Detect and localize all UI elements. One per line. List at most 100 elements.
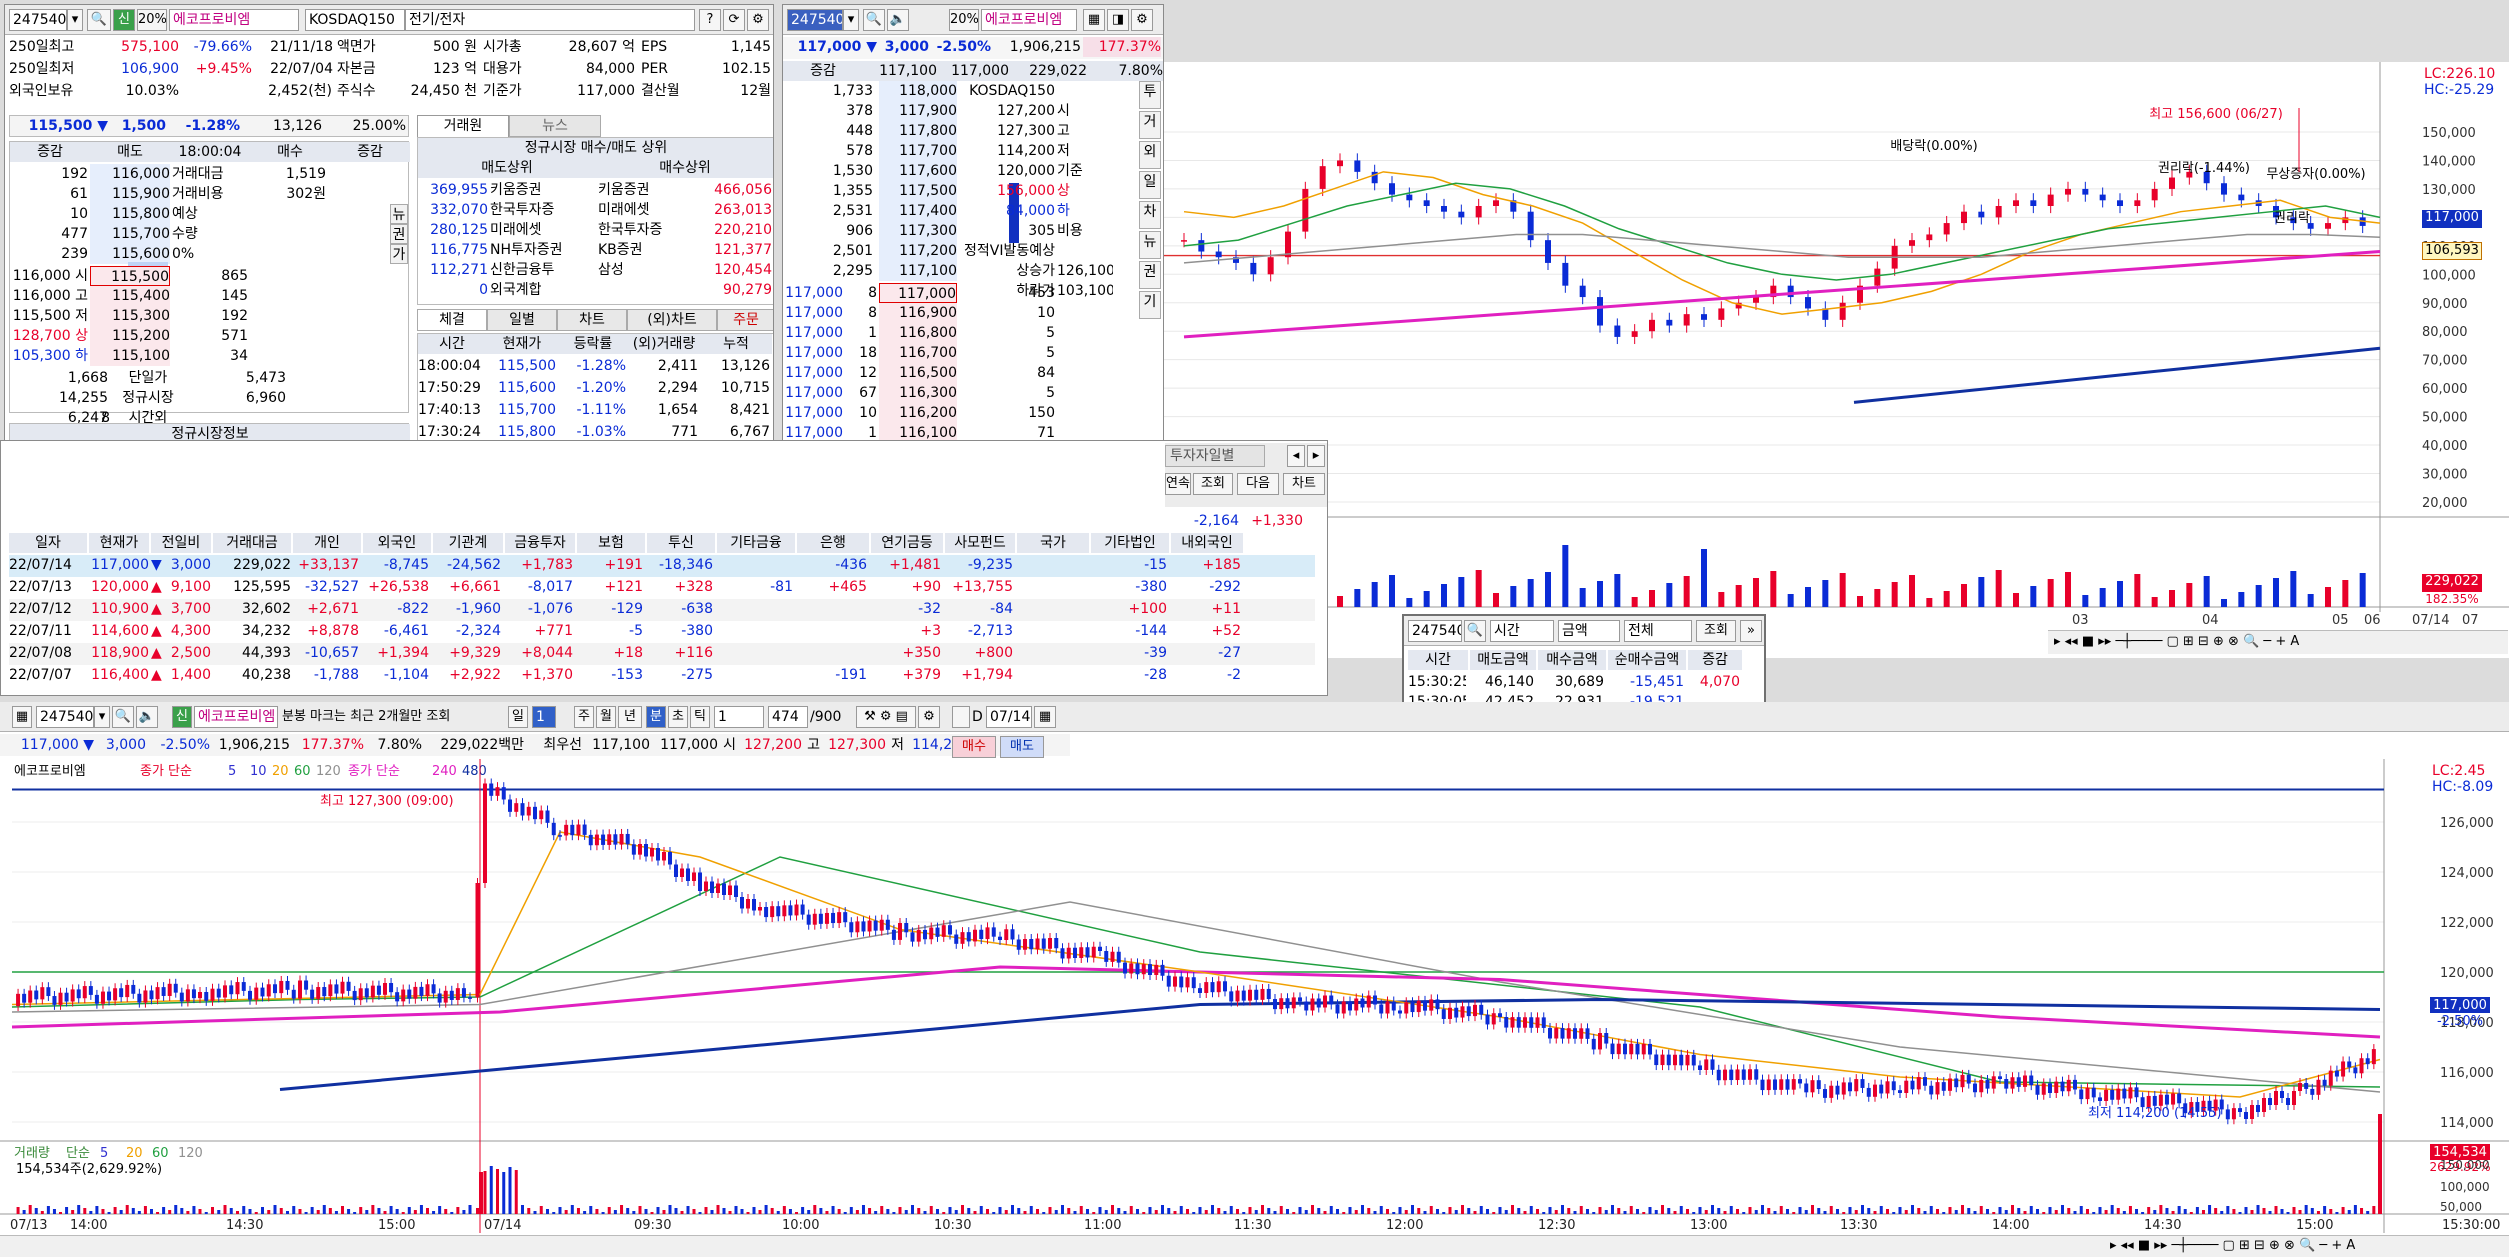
calendar-icon[interactable]: ▦ bbox=[1034, 706, 1056, 728]
book-ask-price[interactable]: 118,000 bbox=[879, 81, 957, 101]
window-tile-icon[interactable]: ▦ bbox=[1083, 9, 1105, 31]
interval-select[interactable]: 1 bbox=[714, 706, 764, 728]
book-bid-price[interactable]: 116,100 bbox=[879, 423, 957, 443]
investor-row[interactable] bbox=[9, 577, 1315, 599]
chart-tools-icon[interactable]: ⚒ ⚙ ▤ bbox=[856, 706, 916, 728]
ask-price[interactable]: 115,800 bbox=[90, 204, 170, 224]
unit-select[interactable]: 금액 bbox=[1558, 620, 1620, 642]
sub-tab[interactable]: 차트 bbox=[557, 309, 627, 331]
book-side-tab[interactable]: 차 bbox=[1139, 201, 1161, 229]
book-ask-price[interactable]: 117,500 bbox=[879, 181, 957, 201]
investor-row[interactable] bbox=[9, 599, 1315, 621]
side-tab[interactable]: 권 bbox=[390, 224, 408, 244]
book-side-tab[interactable]: 뉴 bbox=[1139, 231, 1161, 259]
settings-gear-icon[interactable]: ⚙ bbox=[918, 706, 940, 728]
date-checkbox[interactable] bbox=[952, 706, 970, 728]
mode-select[interactable]: 시간 bbox=[1490, 620, 1554, 642]
book-ask-price[interactable]: 117,800 bbox=[879, 121, 957, 141]
book-ask-price[interactable]: 117,900 bbox=[879, 101, 957, 121]
code-dropdown-button[interactable]: ▾ bbox=[94, 706, 110, 728]
sub-tab[interactable]: (외)차트 bbox=[627, 309, 717, 331]
grid-toggle-icon[interactable]: ▦ bbox=[12, 706, 32, 728]
book-bid-price[interactable]: 116,500 bbox=[879, 363, 957, 383]
code-dropdown-button[interactable]: ▾ bbox=[67, 9, 83, 31]
period-second[interactable]: 초 bbox=[668, 706, 688, 728]
daily-candlestick-chart[interactable]: 150,000140,000130,000120,000110,000100,0… bbox=[1164, 62, 2509, 658]
stock-code-input[interactable]: 247540 bbox=[787, 9, 843, 31]
count-input[interactable]: 474 bbox=[768, 706, 808, 728]
book-side-tab[interactable]: 외 bbox=[1139, 141, 1161, 169]
sell-button[interactable]: 매도 bbox=[1000, 736, 1044, 758]
book-bid-price[interactable]: 116,700 bbox=[879, 343, 957, 363]
stock-name-field[interactable]: 에코프로비엠 bbox=[194, 706, 278, 728]
date-input[interactable]: 07/14 bbox=[986, 706, 1032, 728]
buy-button[interactable]: 매수 bbox=[952, 736, 996, 758]
sub-tab[interactable]: 체결 bbox=[417, 309, 487, 331]
investor-title-tab[interactable]: 투자자일별 bbox=[1165, 445, 1265, 467]
settings-gear-icon[interactable]: ⚙ bbox=[1131, 9, 1153, 31]
query-button[interactable]: 조회 bbox=[1696, 620, 1736, 642]
refresh-icon[interactable]: ⟳ bbox=[723, 9, 745, 31]
period-month[interactable]: 월 bbox=[596, 706, 616, 728]
sub-tab[interactable]: 주문 bbox=[717, 309, 773, 331]
book-bid-price[interactable]: 116,800 bbox=[879, 323, 957, 343]
investor-row[interactable] bbox=[9, 555, 1315, 577]
speaker-icon[interactable]: 🔈 bbox=[136, 706, 158, 728]
code-dropdown-button[interactable]: ▾ bbox=[843, 9, 859, 31]
bid-price[interactable]: 115,300 bbox=[90, 306, 170, 326]
book-side-tab[interactable]: 일 bbox=[1139, 171, 1161, 199]
investor-row[interactable] bbox=[9, 621, 1315, 643]
period-day[interactable]: 일 bbox=[508, 706, 528, 728]
intraday-scrollbar[interactable]: ▸ ◂◂ ■ ▸▸ ─┼──── ▢ ⊞ ⊟ ⊕ ⊗ 🔍 ─ + A bbox=[0, 1235, 2509, 1257]
sub-tab[interactable]: 일별 bbox=[487, 309, 557, 331]
bid-price[interactable]: 115,200 bbox=[90, 326, 170, 346]
prev-nav-button[interactable]: ◂ bbox=[1287, 445, 1305, 467]
period-week[interactable]: 주 bbox=[574, 706, 594, 728]
stock-name-field[interactable]: 에코프로비엠 bbox=[981, 9, 1077, 31]
expand-button[interactable]: » bbox=[1740, 620, 1762, 642]
continuous-button[interactable]: 연속 bbox=[1165, 473, 1191, 495]
ask-price[interactable]: 115,600 bbox=[90, 244, 170, 264]
book-ask-price[interactable]: 117,200 bbox=[879, 241, 957, 261]
book-side-tab[interactable]: 거 bbox=[1139, 111, 1161, 139]
help-button[interactable]: ? bbox=[699, 9, 721, 31]
stock-code-input[interactable]: 247540 bbox=[9, 9, 67, 31]
book-bid-price[interactable]: 117,000 bbox=[879, 283, 957, 303]
period-year[interactable]: 년 bbox=[618, 706, 642, 728]
book-ask-price[interactable]: 117,400 bbox=[879, 201, 957, 221]
tab-news[interactable]: 뉴스 bbox=[509, 115, 601, 137]
book-bid-price[interactable]: 116,900 bbox=[879, 303, 957, 323]
book-side-tab[interactable]: 투 bbox=[1139, 81, 1161, 109]
ask-price[interactable]: 116,000 bbox=[90, 164, 170, 184]
investor-row[interactable] bbox=[9, 665, 1315, 687]
book-side-tab[interactable]: 기 bbox=[1139, 291, 1161, 319]
book-bid-price[interactable]: 116,200 bbox=[879, 403, 957, 423]
bid-price[interactable]: 115,100 bbox=[90, 346, 170, 366]
tab-broker[interactable]: 거래원 bbox=[417, 115, 509, 137]
book-ask-price[interactable]: 117,700 bbox=[879, 141, 957, 161]
period-num[interactable]: 1 bbox=[532, 706, 556, 728]
next-nav-button[interactable]: ▸ bbox=[1307, 445, 1325, 467]
stock-code-input[interactable]: 247540 bbox=[1408, 620, 1462, 642]
side-tab[interactable]: 뉴 bbox=[390, 204, 408, 224]
intraday-candlestick-chart[interactable]: 에코프로비엠 종가 단순 5 10 20 60 120 종가 단순 240 480 LC:2.45H… bbox=[0, 759, 2509, 1257]
bid-price[interactable]: 115,400 bbox=[90, 286, 170, 306]
search-icon[interactable]: 🔍 bbox=[863, 9, 885, 31]
side-tab[interactable]: 가 bbox=[390, 244, 408, 264]
investor-row[interactable] bbox=[9, 643, 1315, 665]
period-tick[interactable]: 틱 bbox=[690, 706, 710, 728]
search-icon[interactable]: 🔍 bbox=[112, 706, 134, 728]
speaker-icon[interactable]: 🔈 bbox=[887, 9, 909, 31]
settings-gear-icon[interactable]: ⚙ bbox=[747, 9, 769, 31]
stock-name-field[interactable]: 에코프로비엠 bbox=[169, 9, 299, 31]
ask-price[interactable]: 115,900 bbox=[90, 184, 170, 204]
stock-code-input[interactable]: 247540 bbox=[36, 706, 94, 728]
filter-select[interactable]: 전체 bbox=[1624, 620, 1692, 642]
query-button[interactable]: 조회 bbox=[1193, 473, 1233, 495]
book-ask-price[interactable]: 117,600 bbox=[879, 161, 957, 181]
book-bid-price[interactable]: 116,300 bbox=[879, 383, 957, 403]
chart-button[interactable]: 차트 bbox=[1283, 473, 1325, 495]
book-ask-price[interactable]: 117,300 bbox=[879, 221, 957, 241]
next-button[interactable]: 다음 bbox=[1237, 473, 1279, 495]
book-ask-price[interactable]: 117,100 bbox=[879, 261, 957, 281]
